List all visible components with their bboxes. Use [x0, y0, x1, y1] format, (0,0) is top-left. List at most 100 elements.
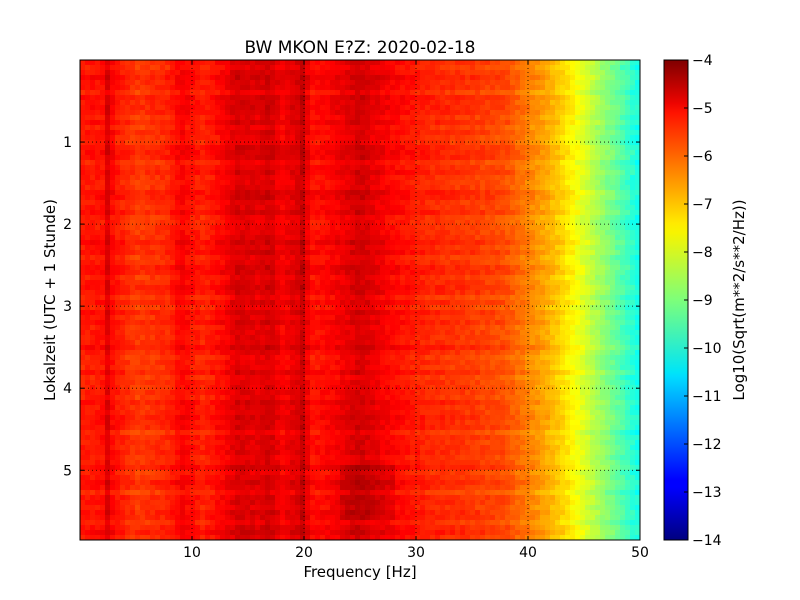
heatmap-cell: [140, 115, 146, 121]
heatmap-cell: [265, 140, 271, 146]
heatmap-cell: [145, 485, 151, 491]
heatmap-cell: [190, 165, 196, 171]
heatmap-cell: [120, 490, 126, 496]
heatmap-cell: [200, 365, 206, 371]
heatmap-cell: [200, 500, 206, 506]
heatmap-cell: [215, 380, 221, 386]
heatmap-cell: [220, 100, 226, 106]
heatmap-cell: [300, 420, 306, 426]
heatmap-cell: [325, 135, 331, 141]
heatmap-cell: [285, 480, 291, 486]
heatmap-cell: [225, 425, 231, 431]
heatmap-cell: [85, 75, 91, 81]
heatmap-cell: [280, 205, 286, 211]
heatmap-cell: [110, 415, 116, 421]
heatmap-cell: [300, 430, 306, 436]
heatmap-cell: [95, 305, 101, 311]
heatmap-cell: [300, 310, 306, 316]
heatmap-cell: [115, 205, 121, 211]
heatmap-cell: [195, 355, 201, 361]
heatmap-cell: [175, 255, 181, 261]
heatmap-cell: [305, 95, 311, 101]
heatmap-cell: [275, 505, 281, 511]
heatmap-cell: [240, 410, 246, 416]
heatmap-cell: [300, 170, 306, 176]
heatmap-cell: [225, 410, 231, 416]
heatmap-cell: [140, 220, 146, 226]
heatmap-cell: [255, 190, 261, 196]
heatmap-cell: [230, 225, 236, 231]
heatmap-cell: [260, 225, 266, 231]
heatmap-cell: [255, 80, 261, 86]
heatmap-cell: [95, 500, 101, 506]
heatmap-cell: [130, 220, 136, 226]
heatmap-cell: [235, 140, 241, 146]
heatmap-cell: [285, 130, 291, 136]
heatmap-cell: [205, 505, 211, 511]
heatmap-cell: [235, 415, 241, 421]
heatmap-cell: [290, 525, 296, 531]
heatmap-cell: [280, 60, 286, 66]
heatmap-cell: [105, 500, 111, 506]
heatmap-cell: [250, 260, 256, 266]
heatmap-cell: [250, 225, 256, 231]
heatmap-cell: [285, 285, 291, 291]
heatmap-cell: [300, 230, 306, 236]
heatmap-cell: [240, 265, 246, 271]
heatmap-cell: [255, 195, 261, 201]
heatmap-cell: [300, 425, 306, 431]
heatmap-cell: [325, 465, 331, 471]
heatmap-cell: [110, 315, 116, 321]
heatmap-cell: [150, 245, 156, 251]
heatmap-cell: [175, 220, 181, 226]
heatmap-cell: [265, 250, 271, 256]
heatmap-cell: [240, 245, 246, 251]
heatmap-cell: [305, 100, 311, 106]
heatmap-cell: [215, 330, 221, 336]
heatmap-cell: [200, 435, 206, 441]
heatmap-cell: [135, 360, 141, 366]
heatmap-cell: [270, 520, 276, 526]
heatmap-cell: [280, 390, 286, 396]
heatmap-cell: [80, 305, 86, 311]
heatmap-cell: [85, 225, 91, 231]
heatmap-cell: [260, 325, 266, 331]
heatmap-cell: [280, 460, 286, 466]
heatmap-cell: [240, 375, 246, 381]
heatmap-cell: [265, 475, 271, 481]
heatmap-cell: [310, 490, 316, 496]
heatmap-cell: [85, 430, 91, 436]
heatmap-cell: [145, 320, 151, 326]
heatmap-cell: [250, 455, 256, 461]
heatmap-cell: [145, 245, 151, 251]
heatmap-cell: [205, 535, 211, 540]
heatmap-cell: [300, 435, 306, 441]
heatmap-cell: [145, 340, 151, 346]
heatmap-cell: [275, 160, 281, 166]
heatmap-cell: [310, 425, 316, 431]
heatmap-cell: [210, 430, 216, 436]
heatmap-cell: [300, 285, 306, 291]
heatmap-cell: [260, 190, 266, 196]
heatmap-cell: [320, 410, 326, 416]
heatmap-cell: [325, 430, 331, 436]
heatmap-cell: [260, 350, 266, 356]
heatmap-cell: [170, 105, 176, 111]
heatmap-cell: [335, 205, 341, 211]
heatmap-cell: [125, 415, 131, 421]
heatmap-cell: [105, 330, 111, 336]
heatmap-cell: [105, 300, 111, 306]
heatmap-cell: [265, 360, 271, 366]
heatmap-cell: [285, 465, 291, 471]
heatmap-cell: [105, 450, 111, 456]
heatmap-cell: [335, 90, 341, 96]
heatmap-cell: [335, 165, 341, 171]
heatmap-cell: [115, 210, 121, 216]
heatmap-cell: [315, 295, 321, 301]
heatmap-cell: [330, 215, 336, 221]
heatmap-cell: [295, 335, 301, 341]
heatmap-cell: [260, 200, 266, 206]
heatmap-cell: [255, 310, 261, 316]
heatmap-cell: [115, 135, 121, 141]
heatmap-cell: [270, 230, 276, 236]
